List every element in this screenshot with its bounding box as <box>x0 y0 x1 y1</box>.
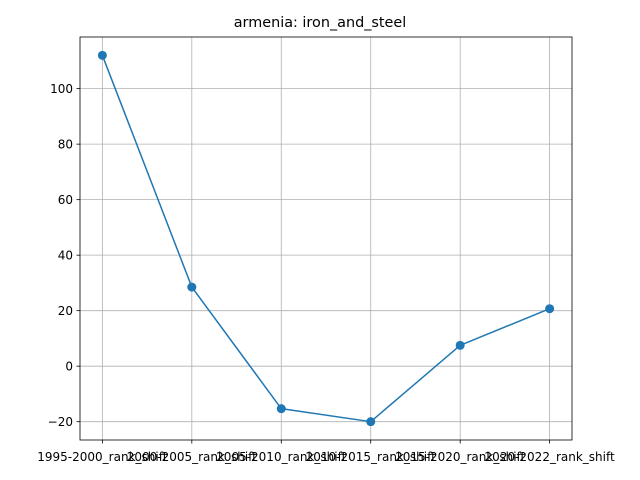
data-point <box>187 282 197 292</box>
axes: −20 0 20 40 60 80 100 1995-2000_rank_shift2000-… <box>37 82 615 464</box>
y-tick-label: 80 <box>58 137 73 151</box>
x-tick-label: 2020-2022_rank_shift <box>485 450 615 464</box>
chart-title: armenia: iron_and_steel <box>234 15 407 31</box>
x-tick-label: 2015-2020_rank_shift <box>395 450 525 464</box>
x-tick-label: 2000-2005_rank_shift <box>127 450 257 464</box>
x-tick-label: 1995-2000_rank_shift <box>37 450 167 464</box>
x-tick-label: 2005-2010_rank_shift <box>216 450 346 464</box>
data-point <box>545 304 555 314</box>
data-point <box>366 417 376 427</box>
y-tick-label: 100 <box>50 82 73 96</box>
y-tick-label: 0 <box>65 359 73 373</box>
x-tick-label: 2010-2015_rank_shift <box>306 450 436 464</box>
plot-frame <box>79 36 573 441</box>
series-line-group <box>97 50 555 427</box>
y-tick-label: −20 <box>48 415 73 429</box>
data-point <box>276 404 286 414</box>
y-tick-label: 40 <box>58 248 73 262</box>
y-tick-label: 20 <box>58 304 73 318</box>
data-point <box>97 50 107 60</box>
series-line <box>101 55 550 423</box>
y-tick-label: 60 <box>58 193 73 207</box>
data-point <box>455 340 465 350</box>
grid <box>80 37 572 440</box>
